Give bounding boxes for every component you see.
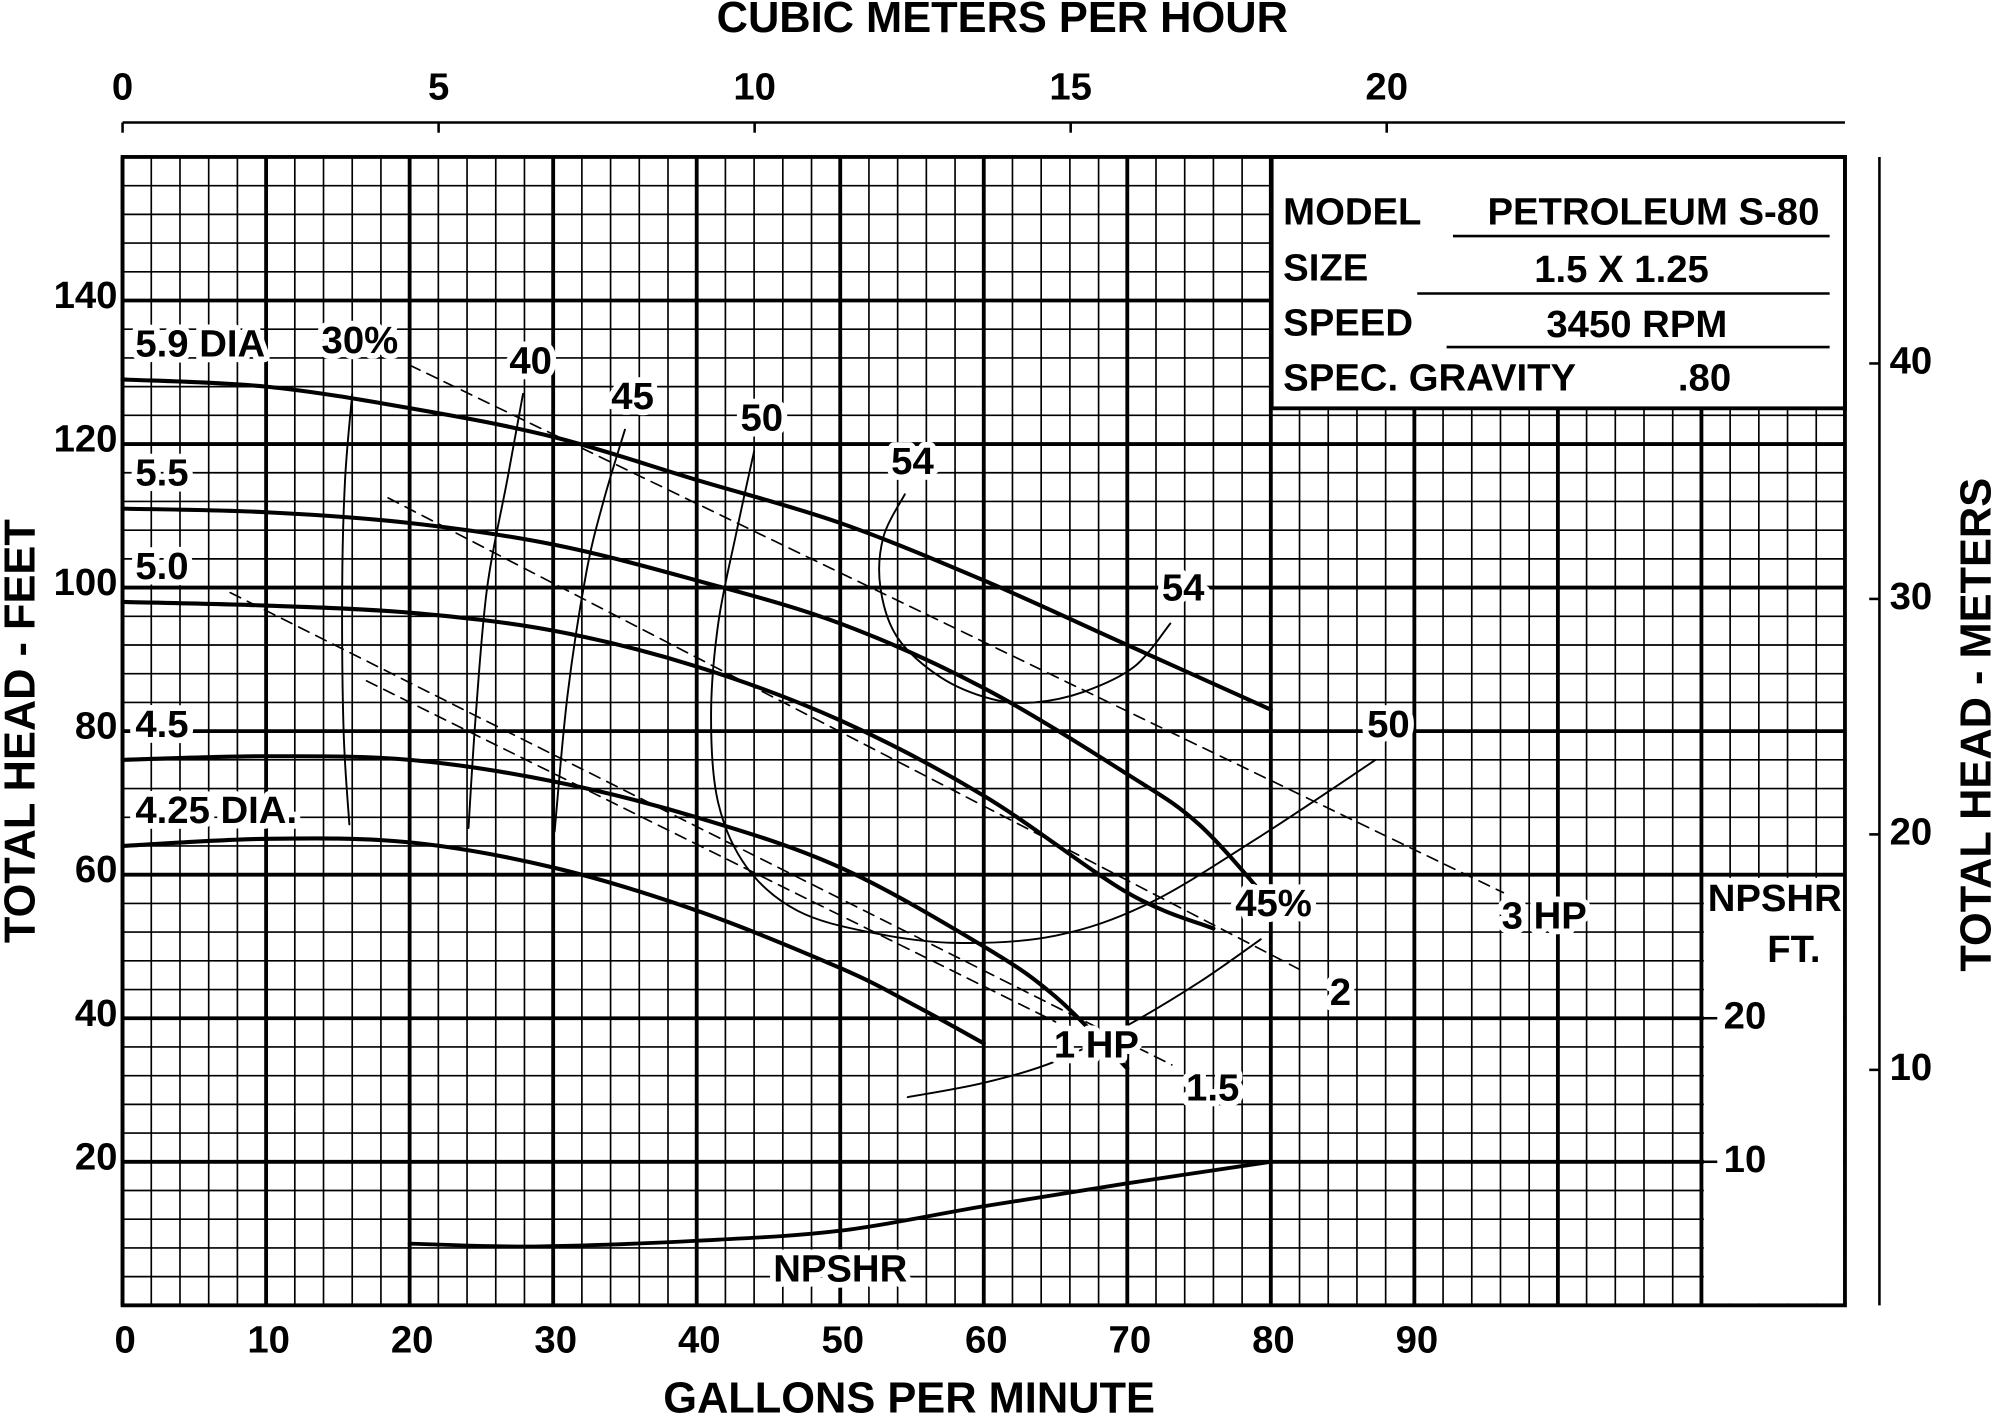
curve-label: 5.0 (135, 545, 188, 588)
curve-label: 3 HP (1502, 894, 1587, 937)
x-tick-label: 10 (247, 1318, 290, 1361)
efficiency-curve (553, 428, 626, 833)
x2-tick-label: 10 (733, 65, 776, 108)
y-axis-title: TOTAL HEAD - FEET (0, 519, 44, 943)
y2-tick-label: 20 (1890, 811, 1933, 854)
info-value: PETROLEUM S-80 (1487, 190, 1819, 233)
curve-label: 45% (1235, 882, 1312, 925)
info-value: 1.5 X 1.25 (1534, 248, 1709, 291)
diameter-curve (120, 506, 1273, 906)
hp-curve (408, 364, 1505, 894)
curve-label: 30% (322, 319, 399, 362)
info-box (1269, 155, 1847, 411)
y-tick-label: 60 (75, 848, 118, 891)
diameter-curve (120, 377, 1273, 712)
y-tick-label: 40 (75, 992, 118, 1035)
info-label: SPEED (1283, 301, 1413, 344)
hp-curve (229, 591, 1173, 1066)
curve-label: 50 (1367, 703, 1410, 746)
x-tick-label: 0 (114, 1318, 135, 1361)
x-tick-label: 60 (965, 1318, 1008, 1361)
info-label: SIZE (1283, 247, 1368, 290)
x-tick-label: 70 (1109, 1318, 1152, 1361)
ticks: 20 40 60 80 100 120 140 0 10 20 30 40 50 60 70 80 90 0 5 10… (54, 65, 1933, 1361)
curve-label: 45 (611, 375, 654, 418)
diameter-curve (120, 836, 986, 1046)
y-tick-label: 140 (54, 274, 118, 317)
hp-curve (365, 680, 1057, 1023)
y-tick-label: 120 (54, 418, 118, 461)
x2-tick-label: 20 (1365, 65, 1408, 108)
efficiency-curve (878, 493, 1172, 704)
y2-tick-label: 10 (1890, 1046, 1933, 1089)
y2-axis-title: TOTAL HEAD - METERS (1952, 478, 2000, 972)
x-tick-label: 50 (821, 1318, 864, 1361)
curve-label: 5.9 DIA (135, 322, 265, 365)
curve-label: 5.5 (135, 452, 188, 495)
curve-label: NPSHR (773, 1248, 907, 1291)
y3-axis-title: FT. (1767, 928, 1820, 971)
x2-tick-label: 15 (1049, 65, 1092, 108)
info-value: 3450 RPM (1546, 303, 1727, 346)
y3-axis-title: NPSHR (1708, 877, 1842, 920)
info-table: MODEL PETROLEUM S-80 SIZE 1.5 X 1.25 SPE… (1283, 190, 1830, 399)
curve-label: 54 (1162, 566, 1205, 609)
y2-tick-label: 30 (1890, 575, 1933, 618)
curve-label: 2 (1330, 971, 1351, 1014)
curve-label: 40 (509, 339, 552, 382)
y3-tick-label: 20 (1724, 994, 1767, 1037)
info-value: .80 (1678, 356, 1731, 399)
diameter-curve (120, 754, 1130, 1071)
x2-tick-label: 0 (112, 65, 133, 108)
efficiency-curve (467, 392, 524, 829)
x-tick-label: 30 (534, 1318, 577, 1361)
curves (120, 364, 1505, 1249)
labels: 5.9 DIA 5.5 5.0 4.5 4.25 DIA. 30% 40 45 50 50 54 54… (130, 313, 1593, 1296)
curve-label: 4.25 DIA. (135, 789, 297, 832)
efficiency-curve (906, 938, 1262, 1099)
x2-axis-title: CUBIC METERS PER HOUR (717, 0, 1288, 42)
npshr-column (1703, 877, 1844, 1304)
curve-label: 50 (740, 397, 783, 440)
curve-label: 54 (891, 440, 934, 483)
y-tick-label: 20 (75, 1135, 118, 1178)
npshr-curve (407, 1159, 1273, 1249)
info-label: MODEL (1283, 190, 1421, 233)
efficiency-curve (341, 392, 354, 826)
x-tick-label: 90 (1396, 1318, 1439, 1361)
curve-label: 1 HP (1054, 1023, 1139, 1066)
y-tick-label: 100 (54, 561, 118, 604)
x-axis-title: GALLONS PER MINUTE (663, 1375, 1155, 1423)
x-tick-label: 80 (1252, 1318, 1295, 1361)
y2-tick-label: 40 (1890, 340, 1933, 383)
x-tick-label: 20 (391, 1318, 434, 1361)
y-tick-label: 80 (75, 705, 118, 748)
curve-label: 1.5 (1186, 1067, 1239, 1110)
plot-frame (120, 155, 1847, 1308)
x2-tick-label: 5 (428, 65, 449, 108)
info-label: SPEC. GRAVITY (1283, 356, 1576, 399)
diameter-curve (120, 599, 1216, 931)
y3-tick-label: 10 (1724, 1138, 1767, 1181)
x-tick-label: 40 (678, 1318, 721, 1361)
curve-label: 4.5 (135, 703, 188, 746)
efficiency-curve (710, 450, 1377, 944)
grid (120, 156, 1846, 1307)
